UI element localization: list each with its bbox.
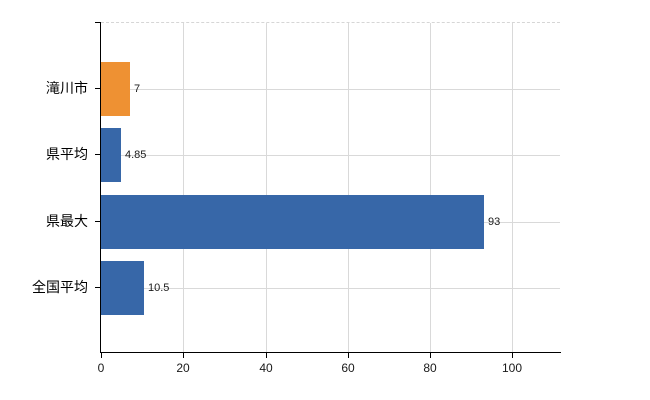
x-axis-tick-label: 40 xyxy=(259,361,273,375)
gridline-vertical xyxy=(430,23,431,354)
x-axis-tick-label: 80 xyxy=(423,361,437,375)
x-axis-tick-label: 20 xyxy=(176,361,190,375)
gridline-vertical xyxy=(266,23,267,354)
bar-value-label: 10.5 xyxy=(148,282,170,294)
category-label: 県最大 xyxy=(46,213,88,229)
bar xyxy=(101,261,144,315)
bar-value-label: 4.85 xyxy=(125,149,147,161)
category-label: 県平均 xyxy=(46,146,88,162)
x-axis-line xyxy=(100,352,561,353)
gridline-horizontal xyxy=(101,155,560,156)
gridline-vertical xyxy=(348,23,349,354)
x-axis-tick xyxy=(348,353,349,358)
x-axis-tick xyxy=(512,353,513,358)
y-axis-line xyxy=(100,22,101,353)
x-axis-tick-label: 100 xyxy=(501,361,523,375)
x-axis-tick-label: 0 xyxy=(97,361,105,375)
x-axis-tick xyxy=(430,353,431,358)
gridline-horizontal xyxy=(101,288,560,289)
x-axis-tick xyxy=(266,353,267,358)
y-axis-tick xyxy=(95,88,101,89)
y-axis-tick xyxy=(95,154,101,155)
bar-value-label: 7 xyxy=(134,83,141,95)
x-axis-tick xyxy=(183,353,184,358)
gridline-horizontal xyxy=(101,89,560,90)
gridline-vertical xyxy=(512,23,513,354)
bar xyxy=(101,62,130,116)
plot-area: 7 4.85 93 10.5 xyxy=(101,22,560,354)
category-label: 全国平均 xyxy=(32,279,88,295)
y-axis-tick xyxy=(95,221,101,222)
gridline-vertical xyxy=(183,23,184,354)
bar-value-label: 93 xyxy=(488,216,501,228)
bar xyxy=(101,195,484,249)
y-axis-tick xyxy=(95,287,101,288)
x-axis-tick-label: 60 xyxy=(341,361,355,375)
x-axis-tick xyxy=(101,353,102,358)
bar xyxy=(101,128,121,182)
category-label: 滝川市 xyxy=(46,80,88,96)
y-axis-tick xyxy=(95,22,101,23)
